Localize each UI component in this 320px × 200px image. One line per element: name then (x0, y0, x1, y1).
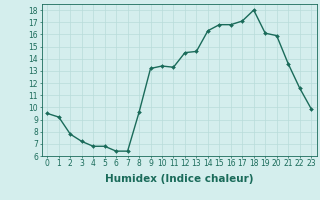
X-axis label: Humidex (Indice chaleur): Humidex (Indice chaleur) (105, 174, 253, 184)
